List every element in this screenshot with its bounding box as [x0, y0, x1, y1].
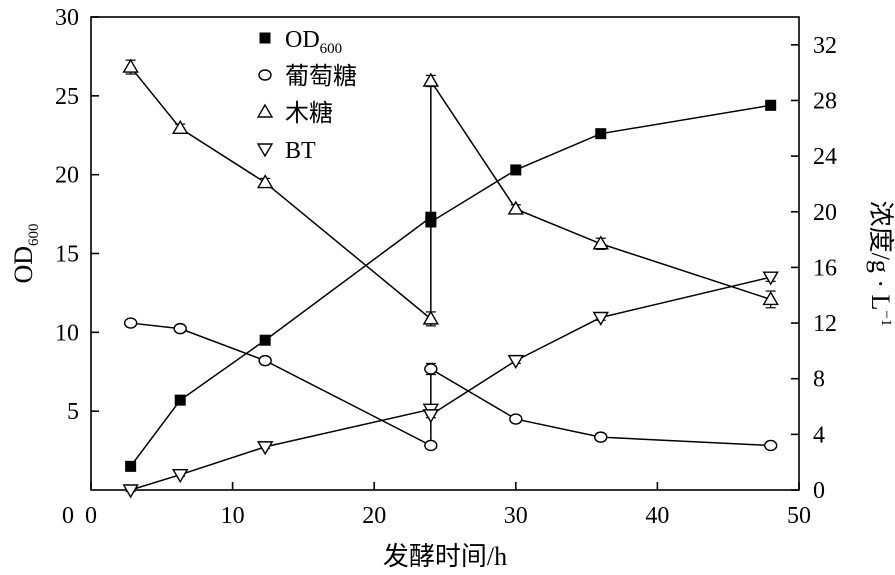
- data-point: [122, 484, 139, 499]
- data-point: [424, 363, 438, 375]
- legend-item: 木糖: [256, 100, 333, 127]
- data-point: [256, 441, 274, 456]
- series-layer: [122, 58, 779, 499]
- y-right-tick-label: 8: [813, 367, 825, 393]
- y-left-tick-label: 15: [55, 242, 79, 268]
- data-point: [422, 409, 440, 424]
- legend-label: 木糖: [285, 100, 333, 127]
- data-point: [259, 334, 271, 346]
- data-point: [122, 58, 139, 73]
- data-point: [765, 99, 777, 111]
- y-right-tick-label: 0: [813, 478, 825, 504]
- legend-marker: [259, 32, 271, 44]
- series-2: [122, 58, 779, 327]
- y-right-tick-label: 32: [813, 33, 837, 59]
- data-point: [171, 119, 189, 134]
- y-right-tick-label: 4: [813, 422, 825, 448]
- y-right-tick-label: 28: [813, 88, 837, 114]
- x-axis-title: 发酵时间/h: [383, 542, 507, 571]
- y-left-tick-label: 20: [55, 163, 79, 189]
- series-line: [130, 322, 771, 447]
- data-point: [595, 128, 607, 140]
- data-point: [123, 317, 138, 329]
- data-point: [510, 164, 522, 176]
- axes: 0 10 20 30 40 50510152025300048121620242832发酵…: [9, 5, 895, 571]
- data-point: [171, 468, 189, 484]
- plot-frame: [90, 16, 800, 491]
- y-right-tick-label: 16: [813, 255, 837, 281]
- legend-label: 葡萄糖: [285, 63, 357, 90]
- y-left-tick-label: 5: [67, 399, 79, 425]
- data-point: [592, 235, 609, 250]
- legend-label: BT: [285, 138, 316, 164]
- origin-label: 0: [62, 503, 74, 529]
- y-left-tick-label: 10: [55, 320, 79, 346]
- legend-marker: [256, 143, 274, 158]
- x-tick-label: 10: [221, 503, 245, 529]
- data-point: [174, 394, 186, 406]
- data-point: [422, 72, 440, 87]
- legend-marker: [256, 103, 274, 118]
- data-point: [256, 174, 274, 189]
- x-tick-label: 0: [85, 503, 97, 529]
- x-tick-label: 50: [787, 503, 811, 529]
- legend-item: BT: [256, 138, 316, 164]
- y-left-tick-label: 30: [55, 5, 79, 31]
- data-point: [507, 200, 525, 215]
- legend-marker: [258, 69, 272, 81]
- legend-label: OD600: [285, 27, 342, 57]
- data-point: [762, 291, 779, 306]
- data-point: [422, 310, 440, 325]
- data-point: [258, 354, 272, 367]
- data-point: [762, 271, 779, 286]
- x-tick-label: 20: [362, 503, 386, 529]
- series-line: [130, 276, 771, 491]
- y-right-axis-title: 浓度/g · L−1: [866, 201, 895, 327]
- data-point: [424, 439, 438, 452]
- y-right-tick-label: 24: [813, 144, 837, 170]
- data-point: [173, 322, 187, 335]
- series-line: [130, 66, 771, 321]
- y-left-axis-title: OD600: [9, 223, 42, 283]
- y-right-tick-label: 20: [813, 200, 837, 226]
- data-point: [594, 431, 608, 443]
- y-left-tick-label: 25: [55, 84, 79, 110]
- data-point: [509, 413, 523, 425]
- data-point: [507, 354, 525, 370]
- series-3: [122, 271, 779, 499]
- data-point: [125, 460, 137, 472]
- legend-item: OD600: [259, 27, 342, 57]
- x-tick-label: 40: [645, 503, 669, 529]
- x-tick-label: 30: [504, 503, 528, 529]
- series-line: [130, 104, 771, 467]
- data-point: [763, 439, 778, 452]
- legend-item: 葡萄糖: [258, 63, 357, 90]
- data-point: [592, 311, 609, 326]
- y-right-tick-label: 12: [813, 311, 837, 337]
- series-1: [123, 317, 778, 452]
